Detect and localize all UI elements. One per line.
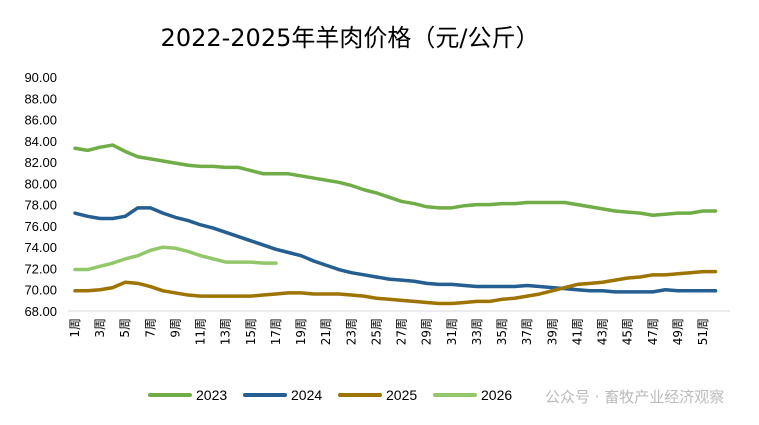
x-tick-label: 31周 [445, 318, 459, 345]
legend-label-2026: 2026 [481, 387, 512, 403]
x-tick-label: 13周 [219, 318, 233, 345]
x-tick-label: 23周 [344, 318, 358, 345]
x-tick-label: 39周 [545, 318, 559, 345]
series-line-2024 [73, 206, 718, 294]
x-tick-label: 7周 [143, 318, 157, 338]
x-tick-label: 21周 [319, 318, 333, 345]
y-tick-label: 74.00 [24, 240, 57, 255]
legend-label-2023: 2023 [196, 387, 227, 403]
x-tick-label: 49周 [671, 318, 685, 345]
y-tick-label: 68.00 [24, 304, 57, 319]
x-tick-label: 19周 [294, 318, 308, 345]
x-tick-label: 11周 [194, 318, 208, 345]
y-tick-label: 72.00 [24, 261, 57, 276]
x-tick-label: 37周 [520, 318, 534, 345]
x-tick-label: 47周 [646, 318, 660, 345]
series-line-2025 [73, 269, 718, 306]
y-tick-label: 86.00 [24, 113, 57, 128]
y-tick-label: 76.00 [24, 219, 57, 234]
x-tick-label: 15周 [244, 318, 258, 345]
chart-title: 2022-2025年羊肉价格（元/公斤） [160, 24, 540, 52]
x-tick-label: 29周 [420, 318, 434, 345]
y-tick-label: 70.00 [24, 283, 57, 298]
y-tick-label: 82.00 [24, 155, 57, 170]
x-tick-label: 45周 [621, 318, 635, 345]
x-tick-label: 9周 [168, 318, 182, 338]
x-tick-label: 43周 [596, 318, 610, 345]
x-tick-label: 5周 [118, 318, 132, 338]
x-tick-label: 17周 [269, 318, 283, 345]
watermark: 公众号 · 畜牧产业经济观察 [545, 388, 725, 406]
series-line-2023 [73, 143, 718, 218]
x-tick-label: 25周 [369, 318, 383, 345]
legend-label-2025: 2025 [386, 387, 417, 403]
x-tick-label: 27周 [395, 318, 409, 345]
x-tick-label: 41周 [570, 318, 584, 345]
x-tick-label: 35周 [495, 318, 509, 345]
x-tick-label: 3周 [93, 318, 107, 338]
x-tick-label: 33周 [470, 318, 484, 345]
y-tick-label: 78.00 [24, 198, 57, 213]
y-tick-label: 88.00 [24, 91, 57, 106]
y-tick-label: 90.00 [24, 70, 57, 85]
x-tick-label: 1周 [68, 318, 82, 338]
x-tick-label: 51周 [696, 318, 710, 345]
y-tick-label: 84.00 [24, 134, 57, 149]
legend-label-2024: 2024 [291, 387, 322, 403]
series-line-2026 [73, 245, 278, 272]
y-tick-label: 80.00 [24, 176, 57, 191]
